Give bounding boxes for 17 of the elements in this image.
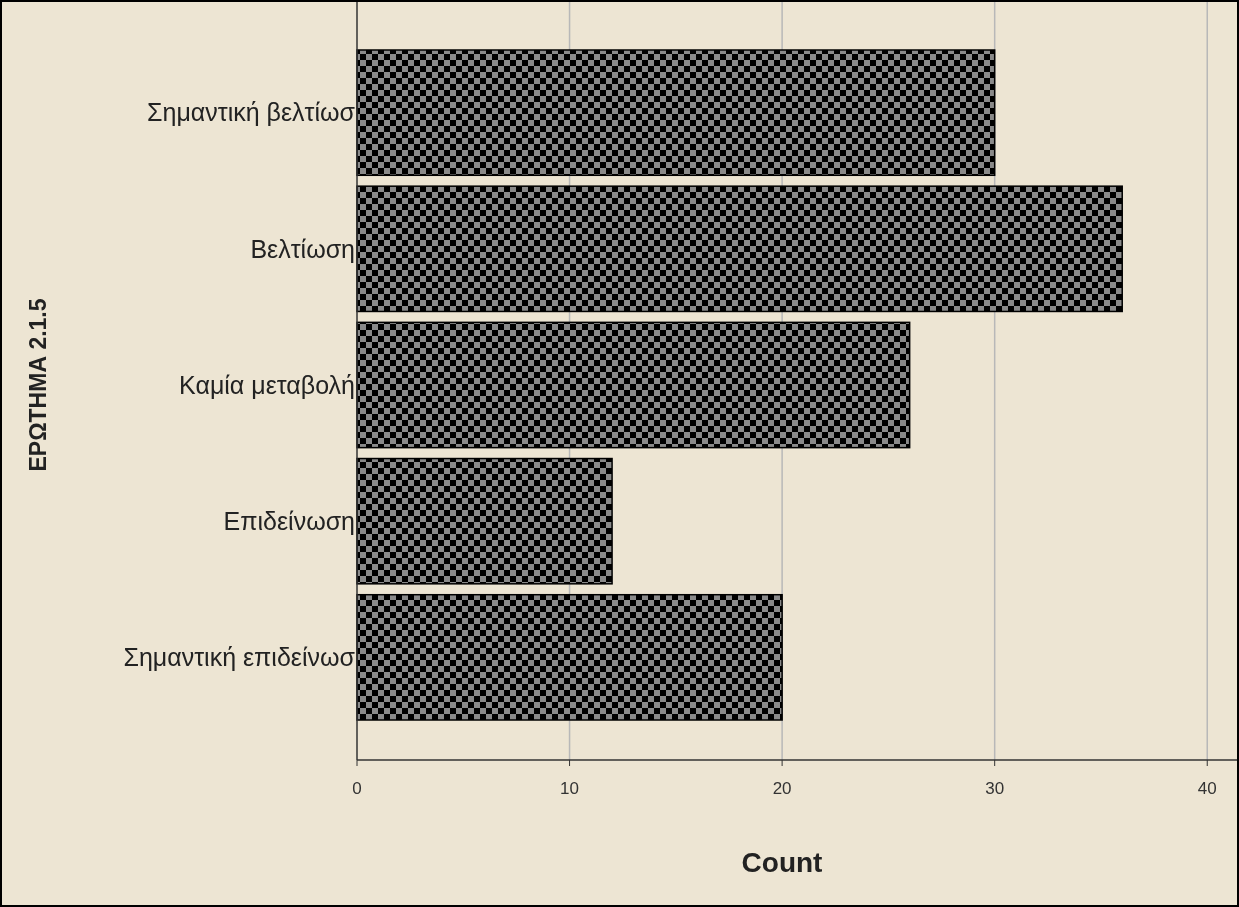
bar — [356, 457, 613, 585]
y-tick-label: Σημαντική επιδείνωσ — [123, 643, 356, 672]
bar — [356, 321, 911, 449]
x-tick-label: 20 — [772, 779, 792, 798]
x-tick-label: 10 — [560, 779, 580, 798]
y-axis-title: ΕΡΩΤΗΜΑ 2.1.5 — [25, 298, 51, 472]
x-tick-label: 0 — [352, 779, 362, 798]
bar — [356, 185, 1123, 313]
x-tick-label: 30 — [985, 779, 1005, 798]
x-tick-label: 40 — [1197, 779, 1217, 798]
x-axis-title: Count — [741, 847, 823, 878]
y-tick-label: Επιδείνωση — [223, 506, 355, 535]
y-tick-label: Σημαντική βελτίωσ — [147, 98, 356, 127]
y-tick-label: Βελτίωση — [250, 234, 355, 263]
bar — [356, 593, 783, 721]
y-tick-label: Καμία μεταβολή — [179, 370, 355, 399]
bar — [356, 49, 996, 177]
